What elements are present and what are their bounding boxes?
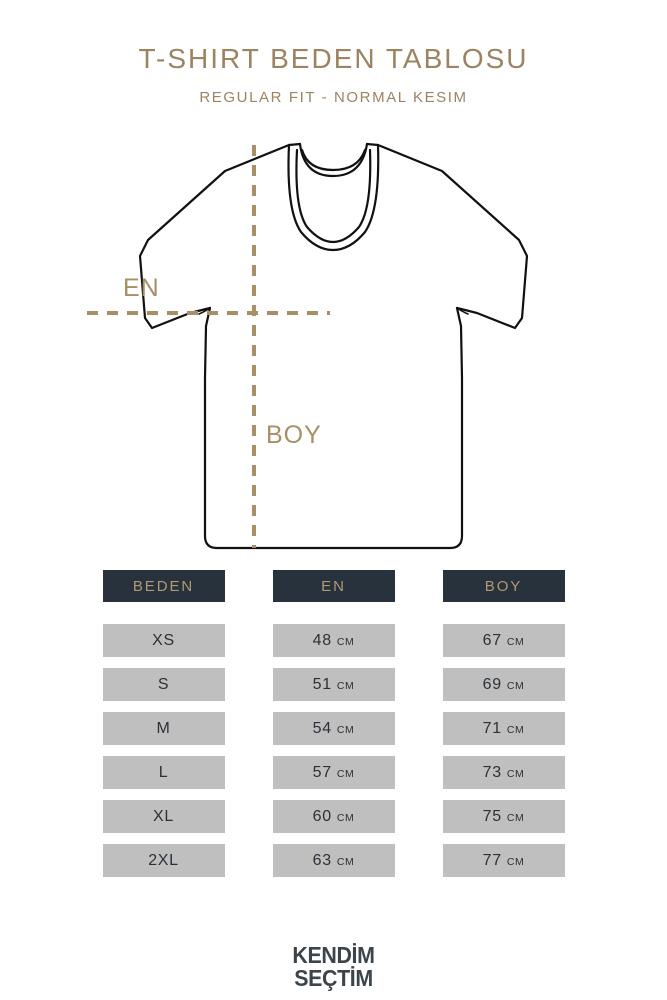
- cell-boy-value: 69: [482, 675, 502, 693]
- cell-boy-value: 73: [482, 763, 502, 781]
- cell-en: 63 CM: [272, 844, 395, 877]
- cell-beden: M: [102, 712, 225, 745]
- unit-label: CM: [336, 723, 355, 736]
- boy-label: BOY: [266, 421, 322, 449]
- logo-line-1: KENDİM: [292, 942, 375, 968]
- cell-beden: XL: [102, 800, 225, 833]
- page-subtitle: REGULAR FIT - NORMAL KESIM: [199, 88, 468, 106]
- cell-boy: 73 CM: [442, 756, 565, 789]
- table-row: 2XL 63 CM 77 CM: [0, 844, 667, 877]
- unit-label: CM: [506, 635, 525, 648]
- cell-boy-value: 75: [482, 807, 502, 825]
- cell-en: 48 CM: [272, 624, 395, 657]
- unit-label: CM: [336, 811, 355, 824]
- cell-boy: 77 CM: [442, 844, 565, 877]
- cell-beden: L: [102, 756, 225, 789]
- unit-label: CM: [336, 855, 355, 868]
- column-header-en: EN: [272, 570, 395, 602]
- unit-label: CM: [336, 635, 355, 648]
- table-row: XS 48 CM 67 CM: [0, 624, 667, 657]
- cell-beden: S: [102, 668, 225, 701]
- cell-boy: 75 CM: [442, 800, 565, 833]
- unit-label: CM: [506, 723, 525, 736]
- table-row: L 57 CM 73 CM: [0, 756, 667, 789]
- unit-label: CM: [506, 811, 525, 824]
- cell-boy: 67 CM: [442, 624, 565, 657]
- column-header-boy: BOY: [442, 570, 565, 602]
- cell-en-value: 48: [312, 631, 332, 649]
- table-row: M 54 CM 71 CM: [0, 712, 667, 745]
- cell-en-value: 60: [312, 807, 332, 825]
- unit-label: CM: [336, 767, 355, 780]
- logo-line-2: SEÇTİM: [294, 964, 373, 991]
- en-label: EN: [123, 274, 160, 302]
- cell-en-value: 57: [312, 763, 332, 781]
- cell-en: 57 CM: [272, 756, 395, 789]
- page-title: T-SHIRT BEDEN TABLOSU: [138, 43, 529, 74]
- size-table: BEDEN EN BOY XS 48 CM 67 CM S 51 CM 69 CM M …: [0, 570, 667, 888]
- unit-label: CM: [506, 855, 525, 868]
- cell-boy-value: 71: [482, 719, 502, 737]
- table-row: S 51 CM 69 CM: [0, 668, 667, 701]
- unit-label: CM: [336, 679, 355, 692]
- unit-label: CM: [506, 767, 525, 780]
- cell-en: 51 CM: [272, 668, 395, 701]
- cell-en: 54 CM: [272, 712, 395, 745]
- cell-en-value: 63: [312, 851, 332, 869]
- cell-boy-value: 77: [482, 851, 502, 869]
- table-row: XL 60 CM 75 CM: [0, 800, 667, 833]
- cell-boy-value: 67: [482, 631, 502, 649]
- cell-en: 60 CM: [272, 800, 395, 833]
- brand-logo: KENDİM SEÇTİM: [0, 944, 667, 989]
- page-header: T-SHIRT BEDEN TABLOSU REGULAR FIT - NORM…: [0, 43, 667, 106]
- cell-beden: 2XL: [102, 844, 225, 877]
- table-header-row: BEDEN EN BOY: [0, 570, 667, 602]
- cell-boy: 69 CM: [442, 668, 565, 701]
- column-header-beden: BEDEN: [102, 570, 225, 602]
- cell-beden: XS: [102, 624, 225, 657]
- cell-boy: 71 CM: [442, 712, 565, 745]
- cell-en-value: 54: [312, 719, 332, 737]
- cell-en-value: 51: [312, 675, 332, 693]
- unit-label: CM: [506, 679, 525, 692]
- tshirt-illustration: EN BOY: [0, 128, 667, 560]
